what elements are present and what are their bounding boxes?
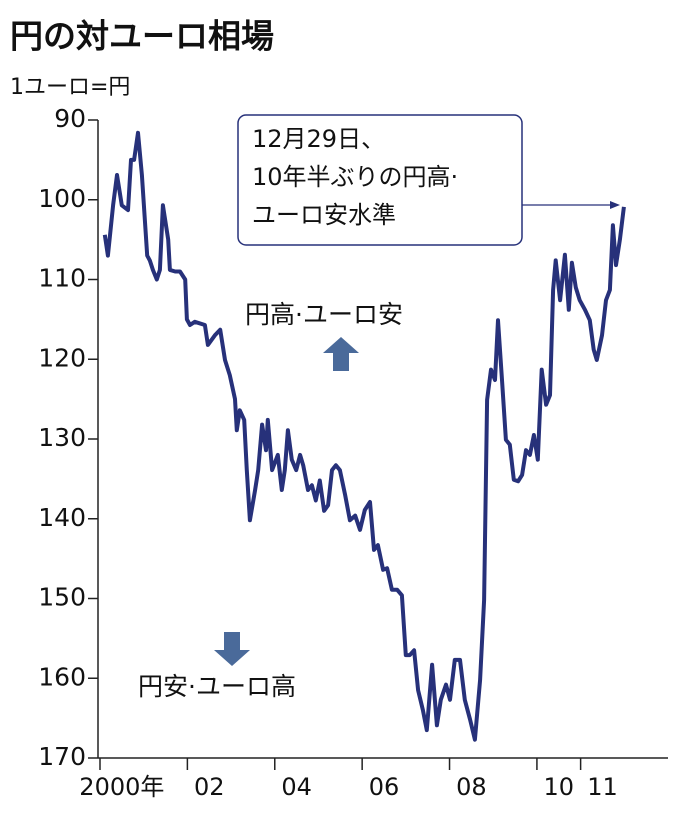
- x-tick-label: 2000年: [79, 773, 164, 801]
- down-arrow: [214, 632, 250, 666]
- callout-text: ユーロ安水準: [252, 201, 396, 229]
- y-tick-label: 160: [38, 662, 86, 691]
- data-line: [102, 130, 626, 742]
- y-tick-label: 110: [38, 264, 86, 293]
- up-label: 円高·ユーロ安: [245, 300, 403, 329]
- y-tick-label: 120: [38, 343, 86, 372]
- x-tick-label: 10: [543, 773, 574, 801]
- callout-arrowhead: [610, 201, 620, 209]
- callout-text: 10年半ぶりの円高·: [252, 163, 458, 191]
- chart-title: 円の対ユーロ相場: [10, 17, 274, 56]
- x-tick-label: 08: [456, 773, 487, 801]
- x-tick-label: 02: [194, 773, 225, 801]
- callout-box: [237, 114, 523, 246]
- up-arrow: [323, 337, 359, 371]
- y-tick-label: 90: [54, 104, 86, 133]
- y-tick-label: 130: [38, 423, 86, 452]
- x-tick-label: 11: [587, 773, 618, 801]
- y-tick-label: 150: [38, 583, 86, 612]
- down-label: 円安·ユーロ高: [138, 672, 296, 701]
- y-tick-label: 170: [38, 742, 86, 771]
- y-tick-label: 140: [38, 503, 86, 532]
- y-axis-label: 1ユーロ=円: [10, 75, 130, 100]
- y-tick-label: 100: [38, 184, 86, 213]
- x-tick-label: 06: [369, 773, 400, 801]
- x-tick-label: 04: [281, 773, 312, 801]
- callout-text: 12月29日、: [252, 125, 385, 153]
